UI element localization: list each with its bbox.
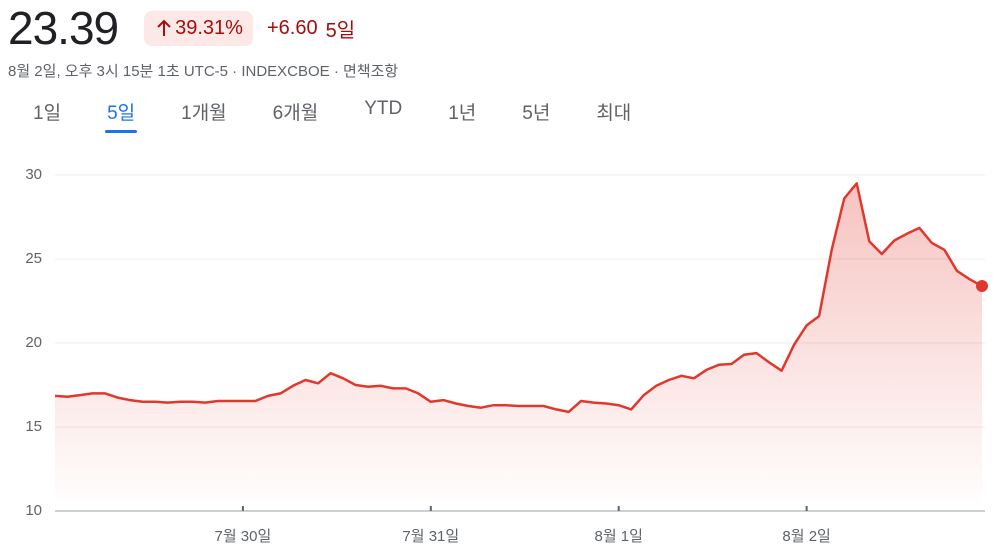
range-tab[interactable]: 6개월 <box>272 103 319 124</box>
y-tick-label: 30 <box>25 166 42 183</box>
y-tick-label: 20 <box>25 334 42 351</box>
y-tick-label: 15 <box>25 418 42 435</box>
y-tick-label: 10 <box>25 502 42 519</box>
quote-header: 23.39 39.31% +6.60 5일 <box>8 0 355 56</box>
x-tick-label: 8월 2일 <box>782 528 830 545</box>
last-point <box>976 280 988 293</box>
range-tab[interactable]: 1개월 <box>181 103 227 124</box>
range-tab[interactable]: 최대 <box>596 103 632 124</box>
chart: 10 15 20 25 30 7월 30일 7월 31일 8월 1일 8월 2일 <box>25 166 988 545</box>
change: +6.60 <box>266 16 318 39</box>
x-tick-label: 8월 1일 <box>594 528 642 545</box>
subtitle: 8월 2일, 오후 3시 15분 1초 UTC-5 · INDEXCBOE · … <box>8 63 399 80</box>
x-tick-label: 7월 30일 <box>215 528 272 545</box>
y-tick-label: 25 <box>25 250 42 267</box>
area-fill <box>55 183 982 511</box>
x-tick-label: 7월 31일 <box>402 528 459 545</box>
range-tab[interactable]: 1일 <box>33 103 62 124</box>
change-badge: 39.31% <box>144 10 253 46</box>
range-tab[interactable]: 5년 <box>522 103 551 124</box>
range-tab[interactable]: 5일 <box>105 98 138 133</box>
price: 23.39 <box>8 2 119 54</box>
range-tab[interactable]: YTD <box>364 98 403 119</box>
price-line <box>54 182 983 414</box>
range-tabs: 1일 5일 1개월 6개월 YTD 1년 5년 최대 <box>33 98 677 133</box>
up-arrow-icon <box>157 19 171 36</box>
period: 5일 <box>325 19 356 42</box>
change-percent: 39.31% <box>175 16 243 39</box>
range-tab[interactable]: 1년 <box>448 103 477 124</box>
